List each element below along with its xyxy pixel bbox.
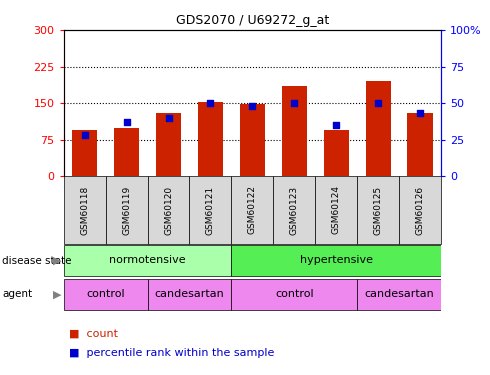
Bar — [190, 176, 231, 244]
Bar — [357, 279, 441, 310]
Text: GSM60122: GSM60122 — [248, 186, 257, 234]
Bar — [147, 279, 231, 310]
Text: candesartan: candesartan — [364, 289, 434, 299]
Point — [165, 115, 172, 121]
Bar — [64, 279, 147, 310]
Bar — [156, 113, 181, 176]
Text: disease state: disease state — [2, 256, 72, 266]
Text: ■  count: ■ count — [69, 329, 118, 339]
Bar — [147, 176, 190, 244]
Bar — [72, 130, 97, 176]
Bar — [240, 104, 265, 176]
Point — [206, 100, 214, 106]
Bar — [408, 113, 433, 176]
Text: control: control — [275, 289, 314, 299]
Text: ▶: ▶ — [53, 256, 61, 266]
Text: GSM60120: GSM60120 — [164, 186, 173, 235]
Bar — [231, 279, 357, 310]
Point — [332, 122, 340, 128]
Bar — [273, 176, 315, 244]
Bar — [399, 176, 441, 244]
Bar — [231, 176, 273, 244]
Text: GSM60121: GSM60121 — [206, 186, 215, 235]
Bar — [315, 176, 357, 244]
Text: GSM60125: GSM60125 — [373, 186, 383, 235]
Text: normotensive: normotensive — [109, 255, 186, 265]
Text: GSM60126: GSM60126 — [416, 186, 424, 235]
Title: GDS2070 / U69272_g_at: GDS2070 / U69272_g_at — [176, 15, 329, 27]
Text: ▶: ▶ — [53, 290, 61, 299]
Point — [374, 100, 382, 106]
Point — [81, 132, 89, 138]
Text: GSM60119: GSM60119 — [122, 185, 131, 235]
Bar — [231, 246, 441, 276]
Bar — [106, 176, 147, 244]
Text: GSM60118: GSM60118 — [80, 185, 89, 235]
Point — [416, 110, 424, 116]
Text: ■  percentile rank within the sample: ■ percentile rank within the sample — [69, 348, 274, 357]
Text: GSM60124: GSM60124 — [332, 186, 341, 234]
Bar — [366, 81, 391, 176]
Bar — [282, 86, 307, 176]
Point — [248, 103, 256, 109]
Text: GSM60123: GSM60123 — [290, 186, 299, 235]
Bar — [323, 130, 349, 176]
Text: hypertensive: hypertensive — [300, 255, 373, 265]
Bar — [114, 128, 139, 176]
Bar — [64, 246, 231, 276]
Text: control: control — [86, 289, 125, 299]
Text: candesartan: candesartan — [154, 289, 224, 299]
Text: agent: agent — [2, 290, 32, 299]
Point — [291, 100, 298, 106]
Point — [122, 119, 130, 125]
Bar — [198, 102, 223, 176]
Bar — [64, 176, 106, 244]
Bar — [357, 176, 399, 244]
